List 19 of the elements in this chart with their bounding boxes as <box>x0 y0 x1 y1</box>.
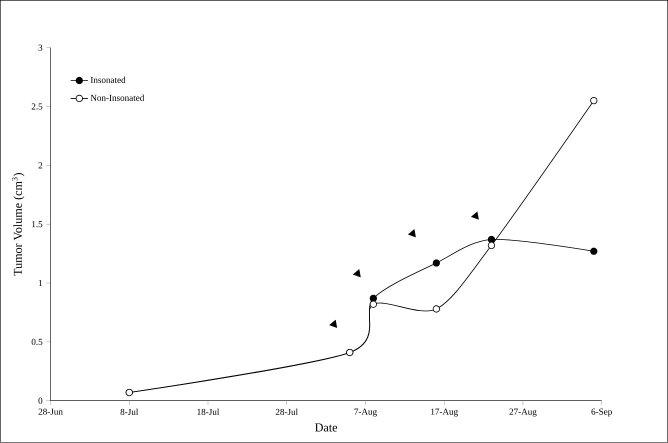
x-tick-label: 6-Sep <box>591 408 612 417</box>
x-tick-label: 18-Jul <box>197 408 220 416</box>
y-tick-label: 3 <box>38 44 42 51</box>
x-tick-label: 7-Aug <box>354 408 377 417</box>
x-tick-label: 17-Aug <box>431 408 458 417</box>
y-tick-label: 0 <box>38 398 42 404</box>
legend-label: Insonated <box>90 76 126 84</box>
y-tick-label: 2.5 <box>32 104 42 110</box>
x-tick-label: 27-Aug <box>509 408 537 417</box>
x-axis-title: Date <box>315 424 338 432</box>
y-tick-label: 1.5 <box>32 221 42 228</box>
legend-label: Non-Insonated <box>90 94 144 102</box>
x-tick-label: 28-Jul <box>276 408 298 416</box>
x-tick-label: 28-Jun <box>38 408 63 415</box>
y-tick-label: 1 <box>38 280 42 286</box>
y-tick-label: 2 <box>38 162 42 169</box>
y-tick-label: 0.5 <box>32 338 42 346</box>
y-axis-title: Tumor Volume (cm$^{3}$) <box>12 173 24 276</box>
x-tick-label: 8-Jul <box>120 408 138 416</box>
